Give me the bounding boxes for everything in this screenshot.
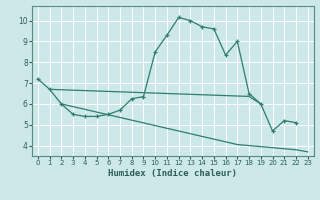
X-axis label: Humidex (Indice chaleur): Humidex (Indice chaleur) <box>108 169 237 178</box>
